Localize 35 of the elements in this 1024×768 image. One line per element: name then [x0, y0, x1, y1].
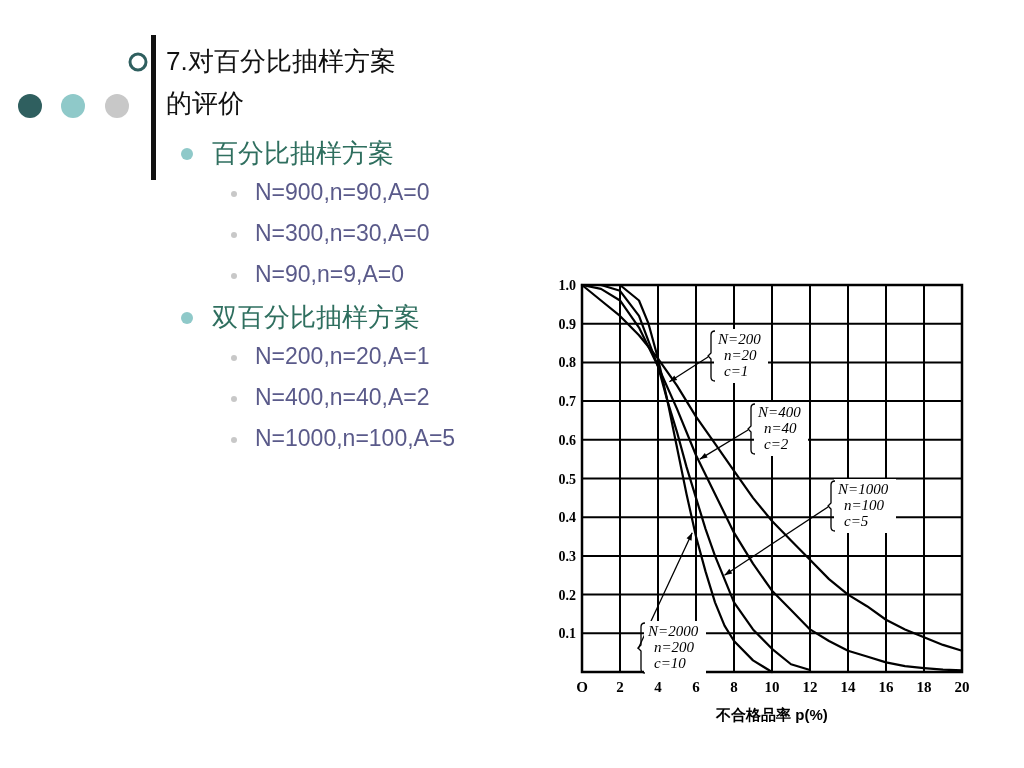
y-tick-label: 0.6: [558, 432, 576, 448]
x-tick-label: 2: [616, 679, 624, 695]
text: 7.对百分比抽样方案的评价: [166, 46, 396, 118]
text: 百分比抽样方案: [212, 139, 394, 168]
x-tick-label: 14: [840, 679, 856, 695]
text: N=400,n=40,A=2: [255, 384, 430, 410]
text: N=90,n=9,A=0: [255, 261, 404, 287]
text: N=1000,n=100,A=5: [255, 425, 456, 451]
annotation: N=1000 n=100 c=5: [837, 481, 889, 529]
y-tick-label: 0.5: [558, 471, 576, 487]
y-tick-label: 0.3: [558, 548, 576, 564]
y-tick-label: 0.2: [558, 587, 576, 603]
y-tick-label: 0.8: [558, 355, 576, 371]
text: N=900,n=90,A=0: [255, 179, 430, 205]
x-tick-label: 18: [916, 679, 932, 695]
y-tick-label: 0.1: [558, 626, 576, 642]
x-tick-label: 10: [764, 679, 780, 695]
y-tick-label: 0.4: [558, 510, 576, 526]
text: 双百分比抽样方案: [212, 303, 420, 332]
annotation: N=200 n=20 c=1: [717, 331, 762, 379]
x-tick-label: 6: [692, 679, 701, 695]
x-tick-label: 8: [730, 679, 738, 695]
x-tick-label: 4: [654, 679, 663, 695]
x-axis-title: 不合格品率 p(%): [715, 706, 828, 723]
text: N=200,n=20,A=1: [255, 343, 430, 369]
text: N=300,n=30,A=0: [255, 220, 430, 246]
y-tick-label: 0.7: [558, 394, 576, 410]
annotation: N=400 n=40 c=2: [757, 404, 802, 452]
x-tick-label: O: [576, 679, 588, 695]
y-tick-label: 1.0: [558, 278, 576, 293]
x-tick-label: 20: [954, 679, 970, 695]
x-tick-label: 12: [802, 679, 818, 695]
annotation: N=2000 n=200 c=10: [647, 623, 699, 671]
x-tick-label: 16: [878, 679, 894, 695]
y-tick-label: 0.9: [558, 316, 576, 332]
